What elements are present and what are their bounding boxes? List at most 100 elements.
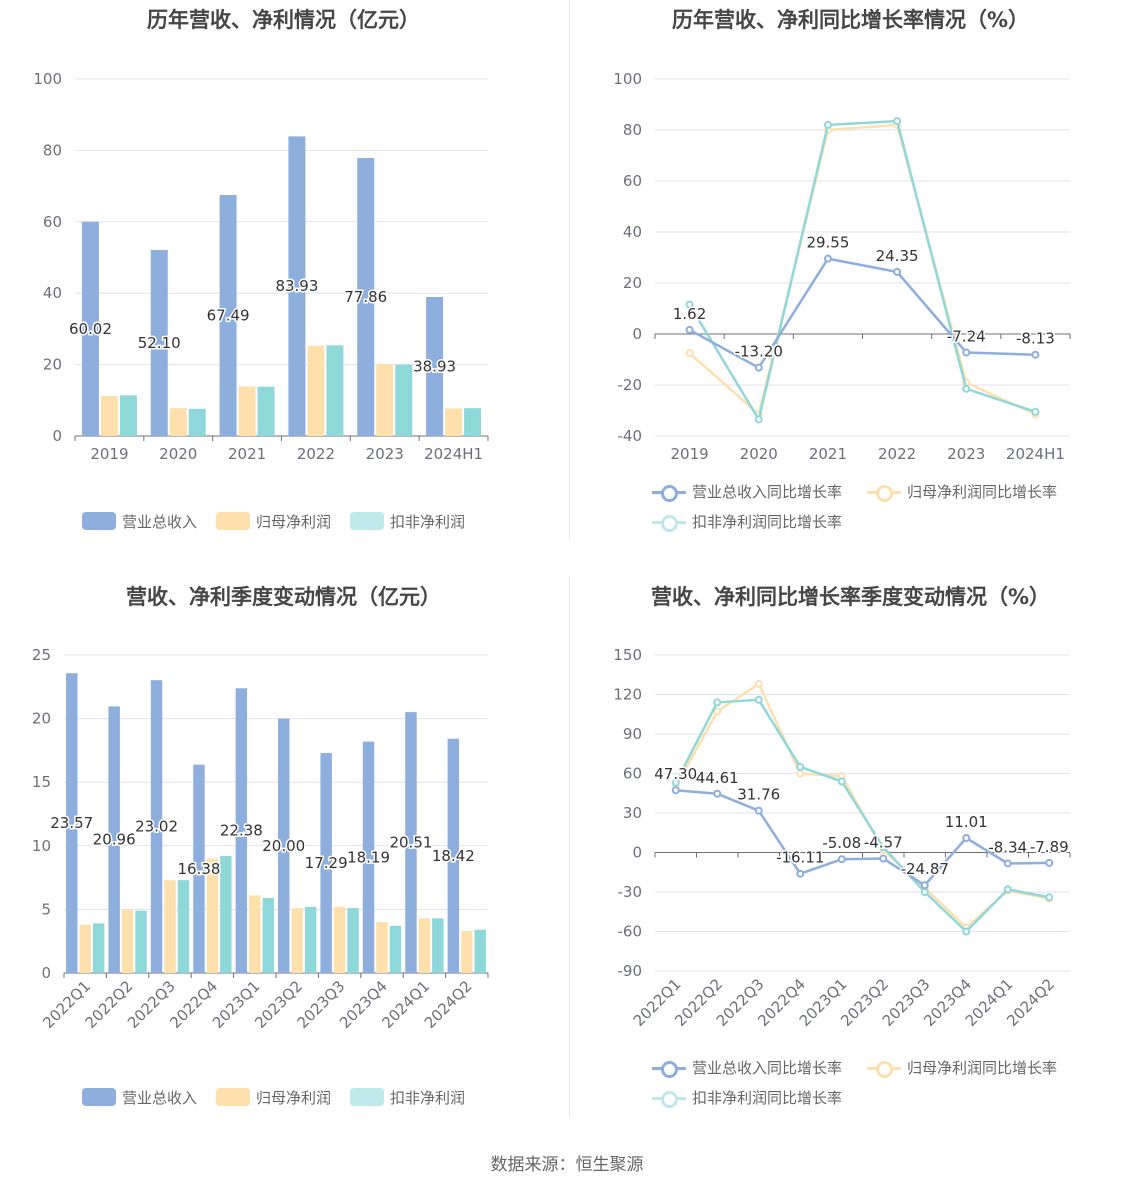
quarterly-revenue-profit-chart: 营收、净利季度变动情况（亿元） 0 5 10 15 20 25 2022Q1 2022Q2 20… [0, 577, 567, 1152]
bar-deducted-profit [304, 906, 317, 973]
data-point [754, 415, 763, 424]
bar-revenue [66, 673, 78, 973]
chart-title: 历年营收、净利情况（亿元） [147, 8, 420, 32]
bar-deducted-profit [474, 929, 486, 973]
bar-net-profit [291, 908, 303, 973]
annual-bar-svg: 0 20 40 60 80 100 2019 2020 2021 2022 2023 2024H1 60… [33, 70, 489, 463]
data-point [962, 834, 971, 843]
y-tick-label: 60 [623, 172, 642, 190]
legend-item-revenue[interactable]: 营业总收入 [82, 511, 197, 532]
x-tick-label: 2024H1 [424, 445, 483, 463]
legend-swatch [350, 1088, 384, 1106]
y-tick-label: 15 [32, 773, 51, 791]
legend-label: 扣非净利润同比增长率 [692, 1089, 843, 1107]
bar-revenue [193, 764, 205, 973]
y-tick-label: 10 [32, 837, 51, 855]
x-tick-label: 2024H1 [1006, 445, 1065, 463]
x-tick-label: 2024Q2 [421, 977, 476, 1032]
y-tick-label: 30 [623, 804, 642, 822]
data-point [893, 267, 902, 276]
legend-swatch [216, 512, 250, 530]
bar-deducted-profit [177, 880, 190, 973]
legend-swatch [350, 512, 384, 530]
legend-item-net-profit[interactable]: 归母净利润 [216, 511, 331, 532]
data-point [754, 363, 763, 372]
legend-item-deducted-profit[interactable]: 扣非净利润 [350, 511, 465, 532]
data-label: 38.93 [413, 358, 456, 376]
y-tick-label: 0 [41, 964, 51, 982]
y-tick-label: 0 [632, 844, 642, 862]
bar-net-profit [418, 918, 431, 973]
bar-deducted-profit [347, 908, 359, 973]
data-point [754, 679, 763, 688]
legend-item-deducted-profit[interactable]: 扣非净利润 [350, 1087, 465, 1108]
data-label: 11.01 [945, 813, 988, 831]
legend-label: 营业总收入 [122, 513, 198, 531]
data-label: -8.34 [988, 838, 1027, 856]
series-line [688, 119, 1036, 423]
data-label: 44.61 [696, 769, 739, 787]
bar-net-profit [376, 922, 388, 973]
y-tick-label: 80 [623, 121, 642, 139]
x-tick-label: 2021 [228, 445, 266, 463]
bar-revenue [288, 136, 306, 436]
data-label: -7.89 [1030, 838, 1069, 856]
data-point [754, 695, 763, 704]
legend-label: 营业总收入同比增长率 [692, 1059, 843, 1077]
vertical-divider-bottom [569, 577, 570, 1117]
data-point [837, 855, 846, 864]
data-point [685, 325, 694, 334]
bar-revenue [81, 221, 99, 436]
data-point [685, 349, 694, 358]
legend-label: 扣非净利润 [390, 1089, 466, 1107]
annual-revenue-profit-chart: 历年营收、净利情况（亿元） 0 20 40 60 80 100 2019 2020 2021 20… [0, 0, 567, 575]
chart-title: 历年营收、净利同比增长率情况（%） [671, 8, 1030, 32]
data-label: 60.02 [69, 320, 112, 338]
data-point [823, 254, 832, 263]
legend-swatch [82, 512, 116, 530]
data-point [1003, 885, 1012, 894]
data-point [962, 927, 971, 936]
data-label: 18.42 [432, 847, 475, 865]
data-label: 20.00 [262, 837, 305, 855]
legend-item-revenue-growth[interactable]: 营业总收入同比增长率 [652, 1057, 842, 1078]
legend-item-net-profit[interactable]: 归母净利润 [216, 1087, 331, 1108]
legend-label: 归母净利润同比增长率 [907, 1059, 1058, 1077]
series-line [688, 257, 1036, 370]
bar-net-profit [121, 909, 134, 973]
legend-label: 归母净利润同比增长率 [907, 483, 1058, 501]
quarterly-growth-rate-chart: 营收、净利同比增长率季度变动情况（%） -90 -60 -30 0 30 60 90 120 1… [567, 577, 1134, 1152]
legend-item-net-profit-growth[interactable]: 归母净利润同比增长率 [867, 481, 1057, 502]
legend-marker [652, 1059, 686, 1078]
data-point [823, 120, 832, 129]
data-point [962, 384, 971, 393]
legend-swatch [82, 1088, 116, 1106]
data-point [713, 707, 722, 716]
legend-item-deducted-profit-growth[interactable]: 扣非净利润同比增长率 [652, 1087, 842, 1108]
bar-deducted-profit [188, 408, 206, 436]
annual-growth-rate-chart: 历年营收、净利同比增长率情况（%） -40 -20 0 20 40 60 80 100 2019… [567, 0, 1134, 575]
legend-marker [652, 1089, 686, 1108]
bar-deducted-profit [262, 897, 274, 973]
data-point [796, 769, 805, 778]
legend-item-revenue-growth[interactable]: 营业总收入同比增长率 [652, 481, 842, 502]
legend-label: 扣非净利润 [390, 513, 466, 531]
bar-net-profit [79, 924, 91, 973]
data-point [1031, 407, 1040, 416]
series-line [688, 123, 1036, 417]
y-tick-label: 120 [613, 686, 642, 704]
legend-item-net-profit-growth[interactable]: 归母净利润同比增长率 [867, 1057, 1057, 1078]
data-point [713, 789, 722, 798]
legend-marker [652, 483, 686, 502]
data-label: 67.49 [207, 307, 250, 325]
legend-item-revenue[interactable]: 营业总收入 [82, 1087, 197, 1108]
data-point [796, 869, 805, 878]
bar-revenue [235, 688, 248, 973]
bar-revenue [150, 680, 163, 973]
series-line [674, 682, 1050, 930]
legend-item-deducted-profit-growth[interactable]: 扣非净利润同比增长率 [652, 511, 842, 532]
x-tick-label: 2019 [90, 445, 128, 463]
quarterly-line-svg: -90-60-3003060901201502022Q12022Q22022Q3… [613, 646, 1071, 1030]
data-label: 16.38 [177, 860, 220, 878]
data-label: 20.96 [93, 831, 136, 849]
